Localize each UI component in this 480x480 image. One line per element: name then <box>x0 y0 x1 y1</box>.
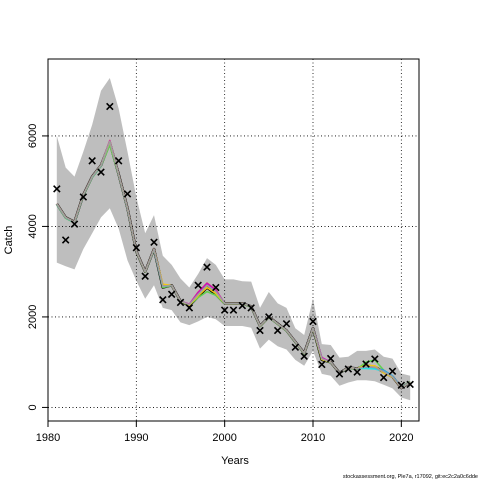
footer-text: stockassessment.org, Ple7a, r17092, git:… <box>343 474 478 480</box>
x-tick-label: 1980 <box>36 432 60 444</box>
observed-point <box>335 370 344 378</box>
observed-point <box>318 360 326 369</box>
observed-point <box>176 298 185 307</box>
y-tick-label: 6000 <box>27 124 39 148</box>
observed-point <box>141 272 149 280</box>
observed-point <box>379 373 388 382</box>
observed-point <box>88 157 96 165</box>
observed-point <box>123 190 132 198</box>
observed-point <box>159 295 167 304</box>
x-axis-label: Years <box>221 455 249 467</box>
observed-point <box>97 168 105 176</box>
observed-point <box>212 283 220 292</box>
observed-point <box>406 380 414 389</box>
observed-point <box>300 352 308 361</box>
observed-point <box>167 290 176 299</box>
observed-point <box>353 368 361 376</box>
observed-point <box>265 313 273 321</box>
observed-point <box>282 319 291 328</box>
x-tick-label: 2000 <box>212 432 236 444</box>
observed-point <box>247 304 255 312</box>
observed-point <box>61 236 70 244</box>
observed-point <box>114 157 123 165</box>
observed-point <box>397 381 406 390</box>
y-tick-label: 0 <box>27 404 39 410</box>
observed-point <box>291 343 300 352</box>
observed-point <box>362 360 370 368</box>
x-tick-label: 2020 <box>389 432 413 444</box>
axis-layer: 1980 1990 2000 2010 2020 0 2000 4000 6000 <box>27 124 414 444</box>
observed-point <box>371 355 379 363</box>
plot-frame <box>47 58 420 422</box>
x-tick-label: 2010 <box>301 432 325 444</box>
observed-point <box>238 301 247 310</box>
y-axis-label: Catch <box>3 226 15 255</box>
y-tick-label: 4000 <box>27 214 39 238</box>
observed-point <box>53 185 61 193</box>
y-tick-label: 2000 <box>27 305 39 329</box>
observed-point <box>203 263 211 271</box>
observed-point <box>70 220 79 228</box>
x-tick-label: 1990 <box>124 432 148 444</box>
observed-point <box>256 326 264 335</box>
confidence-band <box>56 78 411 401</box>
observed-point <box>309 317 317 326</box>
observed-point <box>220 306 229 314</box>
observed-point <box>388 367 397 375</box>
observed-point <box>150 238 158 247</box>
observed-catch-layer <box>53 102 414 390</box>
observed-point <box>344 365 353 373</box>
observed-point <box>273 326 282 335</box>
observed-point <box>106 102 114 111</box>
observed-point <box>185 304 194 312</box>
observed-point <box>132 243 141 252</box>
grid-layer <box>47 59 419 421</box>
observed-point <box>79 193 88 201</box>
observed-point <box>194 281 202 290</box>
confidence-band-layer <box>56 78 411 401</box>
observed-point <box>229 306 238 314</box>
observed-point <box>326 354 335 363</box>
